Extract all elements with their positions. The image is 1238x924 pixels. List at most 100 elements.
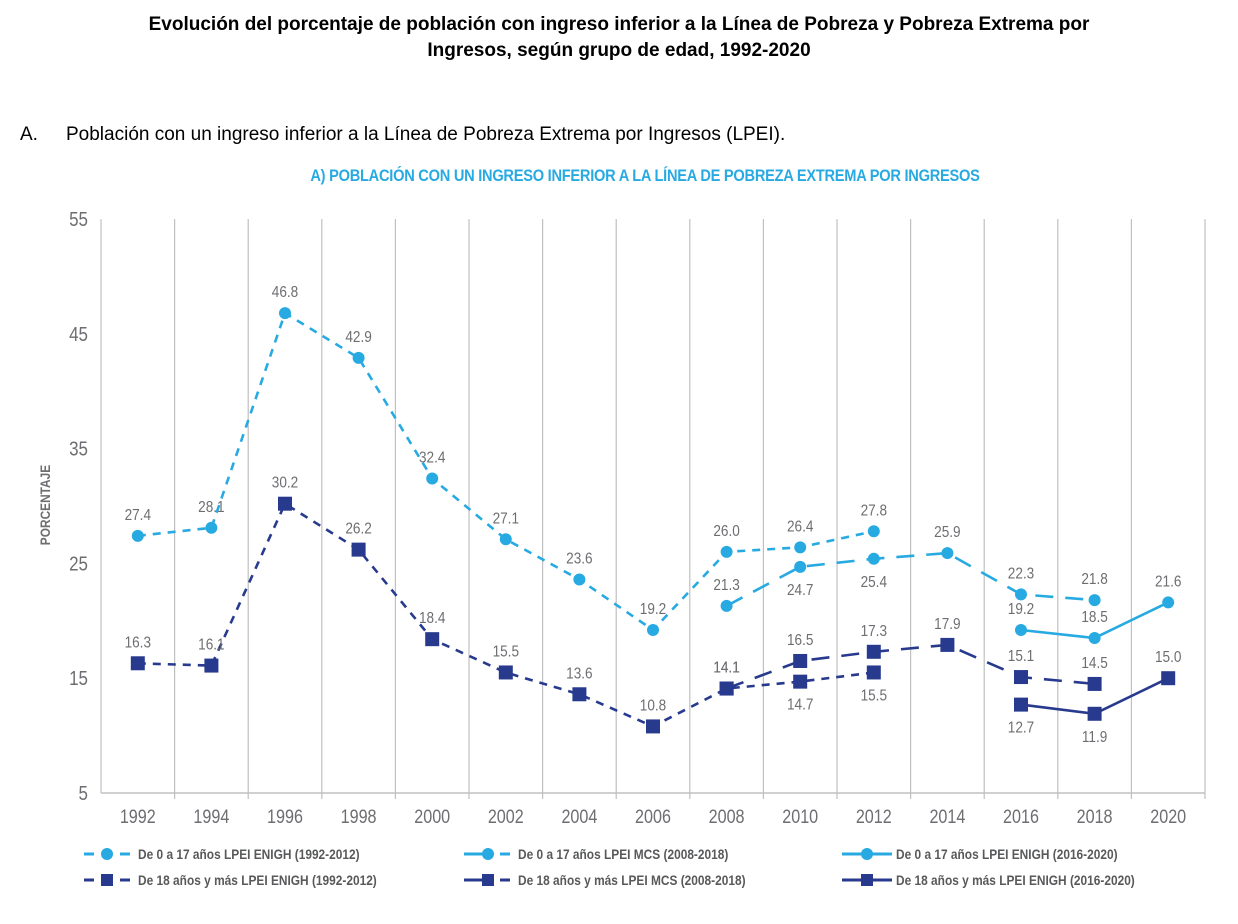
data-point-square [793,653,808,668]
data-point-square [719,681,734,696]
data-label: 27.8 [861,502,887,519]
data-point-square [204,658,219,673]
data-point-circle [573,573,586,586]
data-label: 14.7 [787,697,813,714]
data-label: 15.5 [493,644,519,661]
data-point-circle [279,307,291,320]
series-line [725,551,1095,608]
y-tick-label: 35 [69,437,88,460]
x-tick-label: 2000 [414,806,450,828]
data-label: 46.8 [272,284,298,301]
data-point-square [866,665,881,680]
data-label: 23.6 [566,551,592,568]
data-label: 25.9 [934,524,960,541]
x-tick-label: 2018 [1077,806,1113,828]
legend-swatch-icon [464,848,510,860]
x-tick-label: 2002 [488,806,524,828]
series [130,307,1176,734]
series-5 [1014,671,1176,721]
y-tick-label: 5 [79,782,88,805]
legend-label: De 18 años y más LPEI MCS (2008-2018) [518,872,746,888]
data-label: 28.1 [198,499,224,516]
data-label: 12.7 [1008,720,1034,737]
section-heading: A. Población con un ingreso inferior a la… [20,124,785,146]
data-point-square [646,719,660,734]
data-label: 19.2 [1008,601,1034,618]
data-point-circle [1088,594,1101,607]
x-tick-label: 2012 [856,806,892,828]
data-point-circle [941,547,954,560]
x-tick-label: 1994 [193,806,229,828]
data-point-circle [867,552,880,565]
chart-title: A) POBLACIÓN CON UN INGRESO INFERIOR A L… [310,166,980,185]
data-point-circle [1162,596,1175,609]
data-point-square [866,644,881,659]
x-tick-label: 2008 [709,806,745,828]
data-point-square [572,687,587,702]
legend-marker-square [861,874,873,886]
y-tick-label: 25 [69,552,88,575]
data-point-circle [131,529,144,542]
x-tick-label: 2010 [782,806,818,828]
page-title-line-2: Ingresos, según grupo de edad, 1992-2020 [427,40,811,61]
legend-marker-circle [861,848,873,860]
series-line [726,643,1095,690]
data-label: 14.1 [713,660,739,677]
data-label: 24.7 [787,582,813,599]
data-point-circle [352,351,365,364]
data-point-circle [426,472,439,485]
legend-swatch-icon [84,848,130,860]
data-point-square [498,665,513,680]
data-label: 16.5 [787,632,813,649]
legend-label: De 18 años y más LPEI ENIGH (1992-2012) [138,872,377,888]
legend-item: De 18 años y más LPEI ENIGH (2016-2020) [842,870,1177,890]
data-point-circle [499,533,512,546]
legend-marker-circle [101,848,113,860]
series-line [137,311,875,632]
data-point-square [1087,676,1102,691]
y-axis-ticks: 5 15 25 35 45 55 [69,208,88,805]
data-point-square [351,542,366,557]
legend-swatch-icon [842,874,892,886]
legend-label: De 0 a 17 años LPEI MCS (2008-2018) [518,846,729,862]
data-label: 16.3 [125,634,151,651]
data-label: 13.6 [566,665,592,682]
data-label: 42.9 [345,329,371,346]
legend-swatch-icon [84,874,130,886]
x-tick-label: 2020 [1150,806,1186,828]
x-tick-label: 1996 [267,806,303,828]
data-point-square [1014,697,1028,712]
series-3 [130,496,881,734]
data-point-square [1014,670,1028,685]
data-point-square [793,674,808,689]
x-tick-label: 2016 [1003,806,1039,828]
data-label: 17.3 [861,623,887,640]
data-label: 15.0 [1155,649,1181,666]
legend-item: De 18 años y más LPEI MCS (2008-2018) [464,870,786,890]
page-title: Evolución del porcentaje de población co… [0,12,1238,64]
section-text: Población con un ingreso inferior a la L… [66,124,786,145]
data-label: 18.4 [419,610,445,627]
legend-swatch-icon [464,874,510,886]
data-label: 14.5 [1081,655,1107,672]
data-label: 26.0 [713,523,739,540]
data-point-square [278,496,292,511]
x-tick-label: 1998 [341,806,377,828]
legend-marker-square [482,874,494,886]
x-tick-label: 1992 [120,806,156,828]
data-label: 16.1 [198,637,224,654]
data-point-square [1087,706,1102,721]
series-4 [719,637,1102,696]
data-point-square [940,637,955,652]
x-tick-label: 2014 [929,806,965,828]
series-1 [720,547,1101,612]
legend-marker-circle [482,848,494,860]
data-label: 26.4 [787,518,813,535]
x-tick-label: 2006 [635,806,671,828]
data-label: 10.8 [640,697,666,714]
series-line [137,501,874,728]
data-label: 27.1 [493,510,519,527]
y-tick-label: 55 [69,208,88,231]
data-point-circle [794,560,807,573]
